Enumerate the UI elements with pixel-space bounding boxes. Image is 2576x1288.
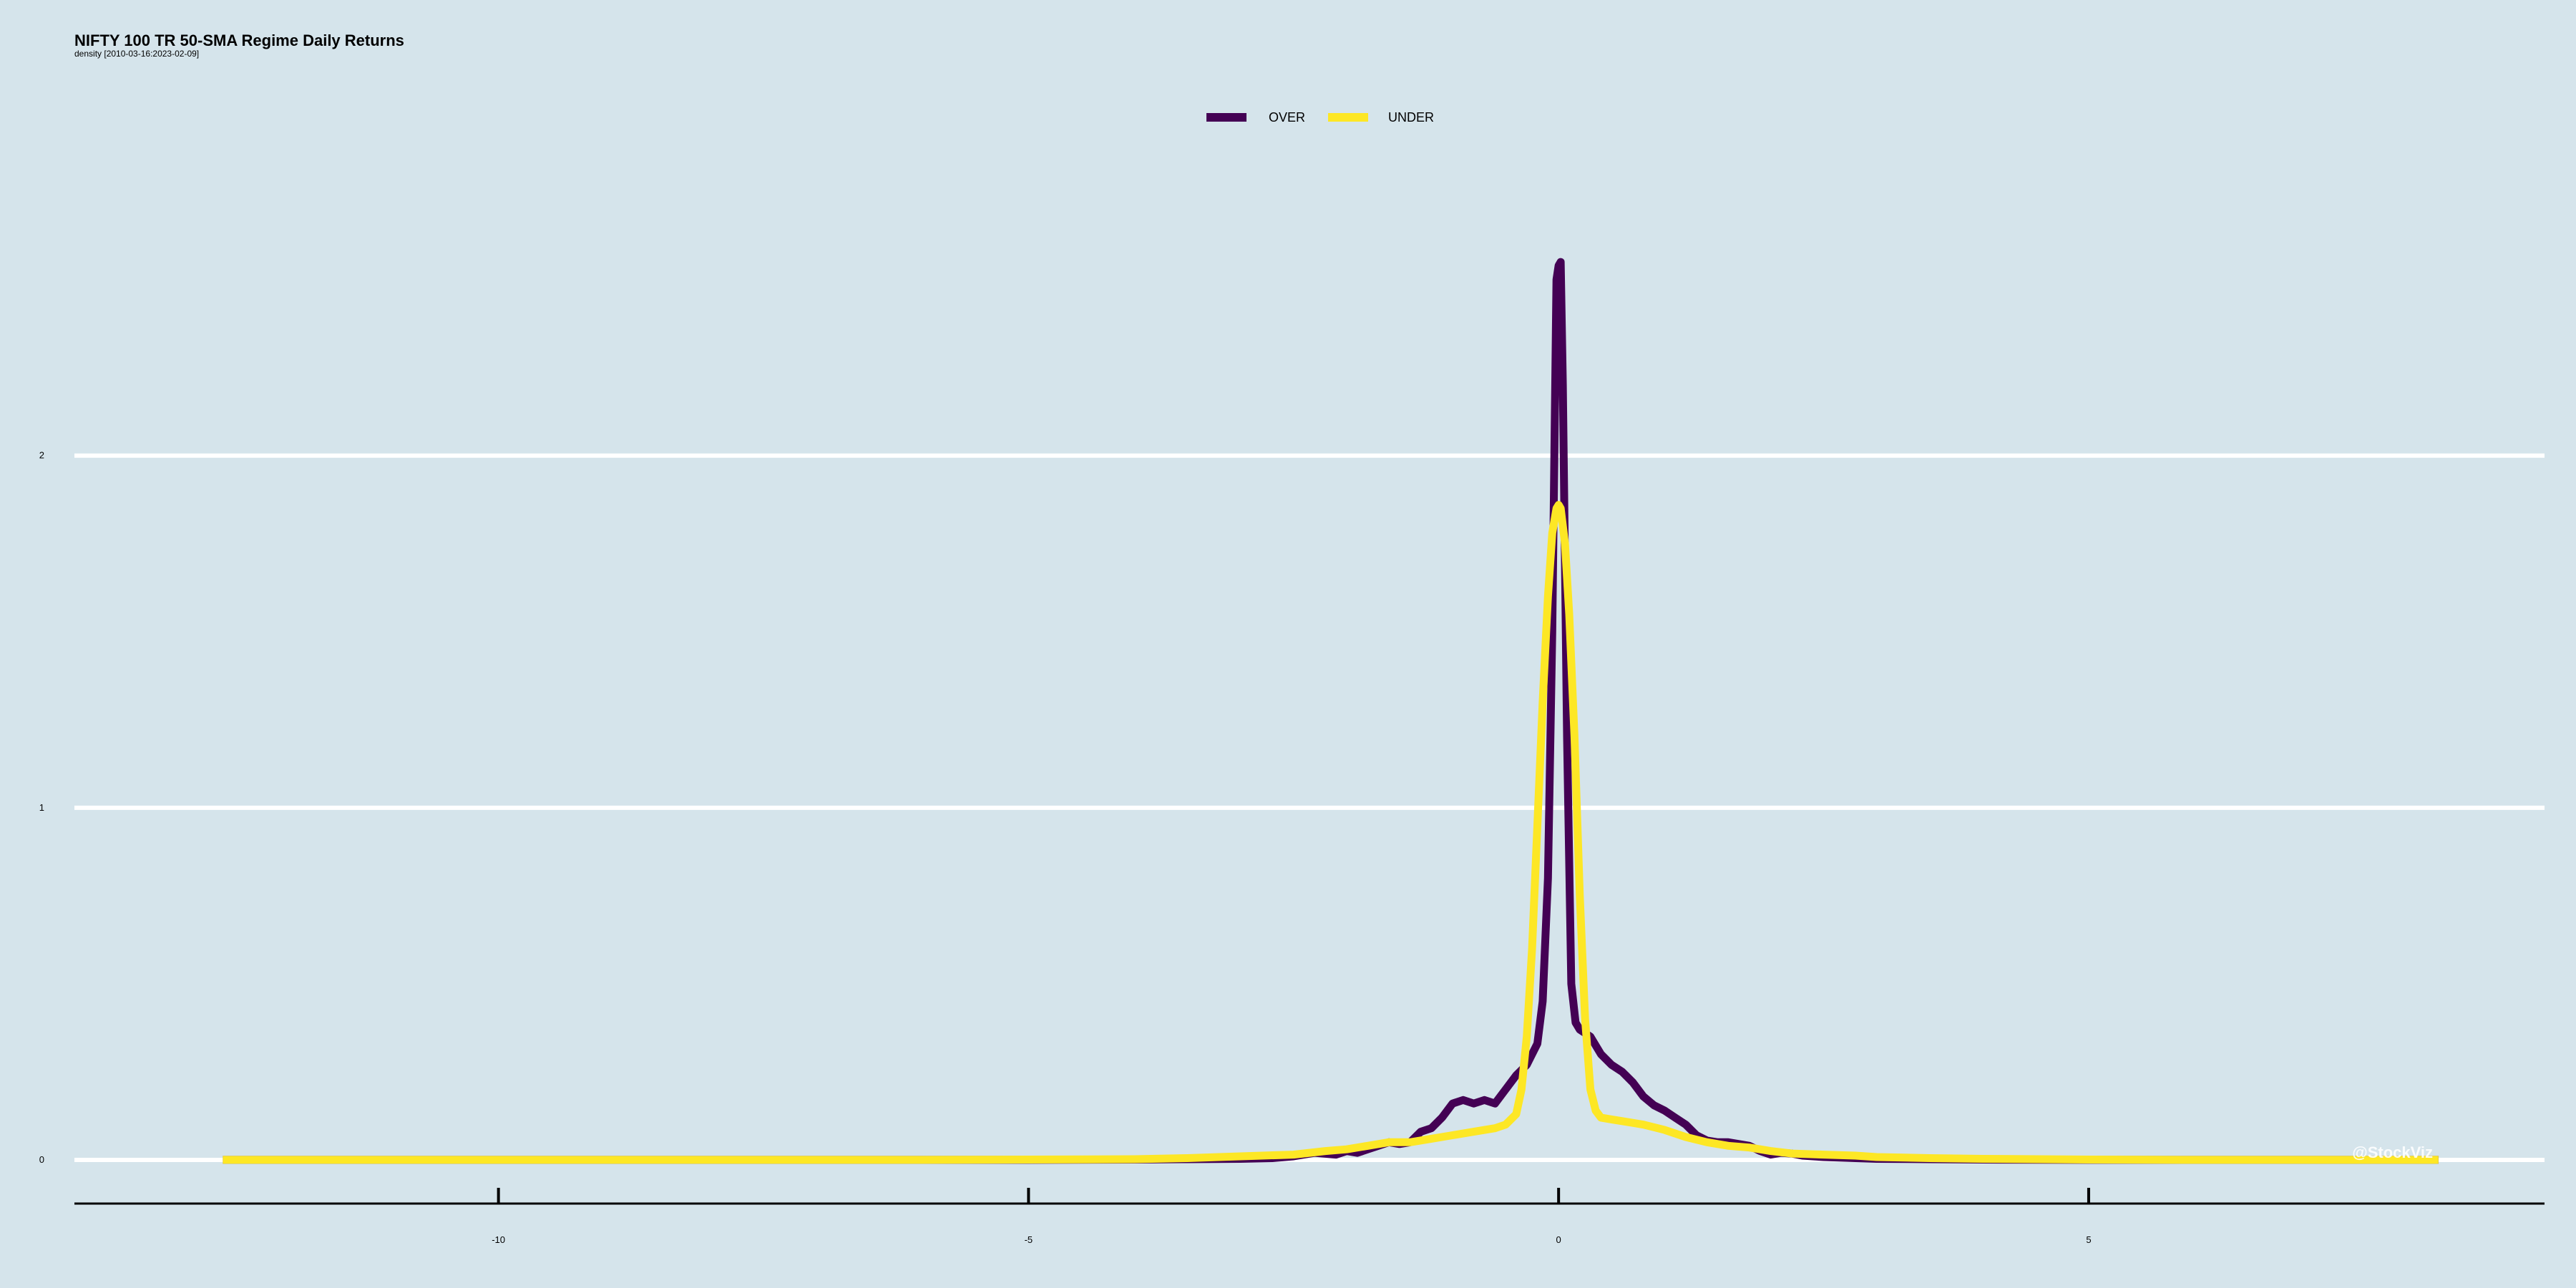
y-tick-label-2: 2: [39, 450, 44, 461]
series-line-over: [223, 258, 2439, 1164]
series-line-under: [223, 501, 2439, 1164]
legend-label-under: UNDER: [1388, 110, 1434, 125]
x-tick-label--5: -5: [1025, 1234, 1033, 1245]
chart-subtitle: density [2010-03-16:2023-02-09]: [74, 49, 200, 59]
y-tick-label-1: 1: [39, 802, 44, 813]
watermark: @StockViz: [2352, 1143, 2433, 1161]
y-tick-label-0: 0: [39, 1154, 44, 1165]
legend-label-over: OVER: [1269, 110, 1305, 125]
x-tick-label-0: 0: [1556, 1234, 1561, 1245]
chart-title: NIFTY 100 TR 50-SMA Regime Daily Returns: [74, 31, 404, 49]
x-tick-label--10: -10: [492, 1234, 505, 1245]
x-tick-label-5: 5: [2086, 1234, 2091, 1245]
